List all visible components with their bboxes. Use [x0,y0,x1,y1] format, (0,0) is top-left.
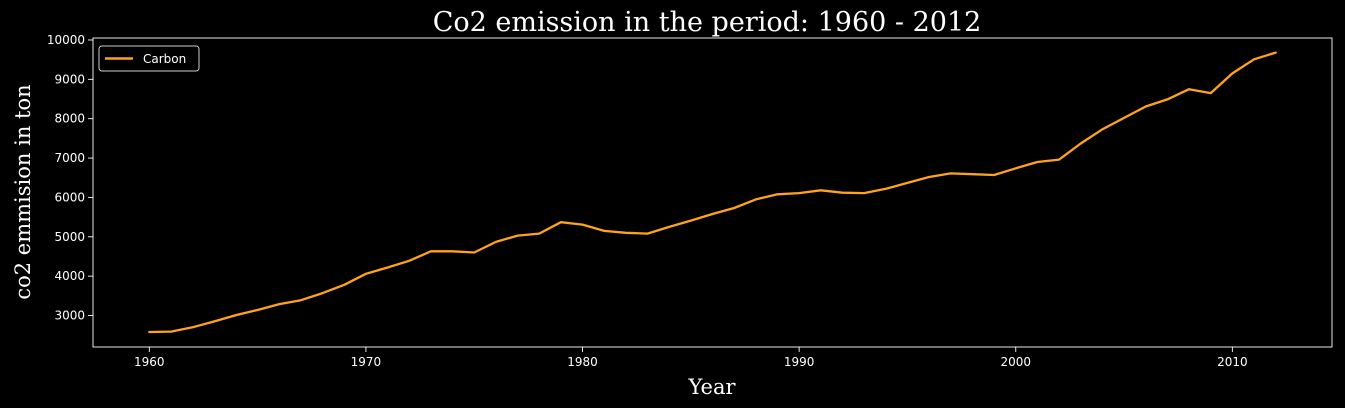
data-point-2005 [1123,117,1125,119]
data-point-1972 [408,260,410,262]
data-point-2009 [1210,92,1212,94]
data-point-1983 [646,232,648,234]
data-point-1981 [603,230,605,232]
x-tick-label-2010: 2010 [1217,355,1248,369]
legend-label-carbon: Carbon [143,52,186,66]
x-axis-label: Year [687,375,736,399]
data-point-2006 [1145,105,1147,107]
data-point-1991 [820,189,822,191]
y-tick-label-5000: 5000 [54,230,85,244]
series-line-carbon [148,51,1277,334]
data-point-1963 [213,320,215,322]
data-point-1992 [841,192,843,194]
data-point-2004 [1101,128,1103,130]
data-point-1982 [625,232,627,234]
data-point-2008 [1188,88,1190,90]
data-point-1960 [148,331,150,333]
data-point-1967 [300,299,302,301]
y-axis-label: co2 emmision in ton [11,84,35,299]
data-point-1999 [993,174,995,176]
data-point-1969 [343,284,345,286]
y-tick-label-7000: 7000 [54,151,85,165]
data-point-1962 [191,326,193,328]
data-point-1976 [495,241,497,243]
data-point-2011 [1253,58,1255,60]
data-point-1968 [321,292,323,294]
data-point-1971 [386,266,388,268]
data-point-1998 [971,173,973,175]
data-point-2007 [1166,98,1168,100]
data-point-1980 [581,223,583,225]
data-point-1989 [776,193,778,195]
data-point-1979 [560,221,562,223]
data-point-1984 [668,226,670,228]
x-tick-label-1990: 1990 [784,355,815,369]
y-tick-label-8000: 8000 [54,112,85,126]
data-point-1986 [711,213,713,215]
data-point-1990 [798,192,800,194]
data-point-1995 [906,182,908,184]
data-point-1993 [863,192,865,194]
data-point-1987 [733,207,735,209]
data-point-1985 [690,219,692,221]
data-point-1970 [365,273,367,275]
y-tick-label-10000: 10000 [47,33,85,47]
chart-title: Co2 emission in the period: 1960 - 2012 [433,7,982,38]
y-tick-label-4000: 4000 [54,269,85,283]
data-point-1975 [473,251,475,253]
data-point-2003 [1080,142,1082,144]
data-point-2001 [1036,161,1038,163]
data-point-1988 [755,198,757,200]
legend-box [98,45,200,72]
plot-area-frame [92,37,1333,348]
data-point-2002 [1058,158,1060,160]
data-point-1997 [950,172,952,174]
y-tick-label-6000: 6000 [54,190,85,204]
data-point-1965 [256,309,258,311]
data-point-1966 [278,303,280,305]
y-tick-label-9000: 9000 [54,72,85,86]
data-point-1977 [516,234,518,236]
legend: Carbon [98,45,200,72]
data-point-1973 [430,250,432,252]
x-axis: 1960 1970 1980 1990 2000 2010 [134,347,1248,369]
x-tick-label-1970: 1970 [351,355,382,369]
data-point-1978 [538,232,540,234]
data-point-1994 [885,188,887,190]
y-tick-label-3000: 3000 [54,309,85,323]
y-axis: 3000 4000 5000 6000 7000 8000 9000 10000 [47,33,93,323]
data-point-2010 [1231,72,1233,74]
x-tick-label-2000: 2000 [1000,355,1031,369]
x-tick-label-1980: 1980 [567,355,598,369]
data-point-1996 [928,176,930,178]
data-point-2012 [1275,51,1277,53]
series-layer [148,51,1277,334]
x-tick-label-1960: 1960 [134,355,165,369]
data-point-1961 [170,330,172,332]
data-point-1974 [451,250,453,252]
data-point-1964 [235,314,237,316]
data-point-2000 [1015,167,1017,169]
